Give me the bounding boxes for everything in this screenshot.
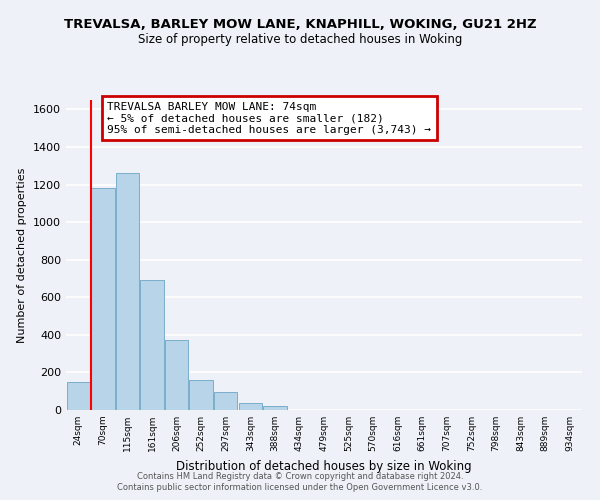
Bar	[91, 188, 115, 410]
Bar	[67, 382, 90, 410]
Text: Contains HM Land Registry data © Crown copyright and database right 2024.: Contains HM Land Registry data © Crown c…	[137, 472, 463, 481]
Bar	[214, 392, 238, 410]
Bar	[263, 406, 287, 410]
Bar	[116, 174, 139, 410]
Bar	[190, 380, 213, 410]
Y-axis label: Number of detached properties: Number of detached properties	[17, 168, 28, 342]
Text: Size of property relative to detached houses in Woking: Size of property relative to detached ho…	[138, 32, 462, 46]
Bar	[165, 340, 188, 410]
Text: Contains public sector information licensed under the Open Government Licence v3: Contains public sector information licen…	[118, 483, 482, 492]
Bar	[239, 403, 262, 410]
X-axis label: Distribution of detached houses by size in Woking: Distribution of detached houses by size …	[176, 460, 472, 472]
Bar	[140, 280, 164, 410]
Text: TREVALSA BARLEY MOW LANE: 74sqm
← 5% of detached houses are smaller (182)
95% of: TREVALSA BARLEY MOW LANE: 74sqm ← 5% of …	[107, 102, 431, 134]
Text: TREVALSA, BARLEY MOW LANE, KNAPHILL, WOKING, GU21 2HZ: TREVALSA, BARLEY MOW LANE, KNAPHILL, WOK…	[64, 18, 536, 30]
